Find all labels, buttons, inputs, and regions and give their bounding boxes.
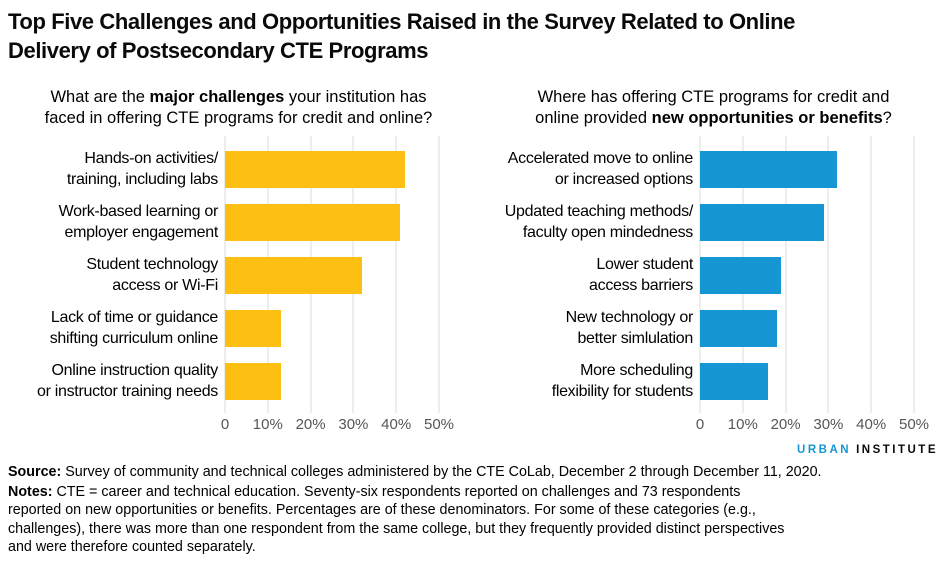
bars [225, 143, 439, 408]
subtitle-emphasis: major challenges [149, 88, 285, 107]
chart-subtitle: What are the major challenges your insti… [10, 87, 467, 131]
gridline [785, 136, 787, 414]
gridline [827, 136, 829, 414]
x-axis-tick-label: 30% [813, 416, 844, 434]
bar [700, 363, 769, 401]
bar [700, 310, 778, 348]
source-label: Source: [8, 464, 62, 481]
axis-spacer [10, 416, 225, 436]
x-axis: 0 10% 20% 30% 40% 50% [485, 416, 942, 436]
plot-area: Accelerated move to online or increased … [485, 136, 942, 414]
x-axis-tick-label: 20% [770, 416, 801, 434]
x-axis-ticks: 0 10% 20% 30% 40% 50% [221, 416, 454, 436]
x-axis-tick-label: 0 [695, 416, 705, 434]
bar-row [225, 302, 439, 355]
x-axis-tick-label: 40% [381, 416, 412, 434]
bars [700, 143, 914, 408]
bar [700, 151, 837, 189]
plot [224, 136, 440, 414]
bar-row [225, 249, 439, 302]
bar [700, 204, 825, 242]
subtitle-text: ? [882, 109, 892, 128]
charts-container: What are the major challenges your insti… [0, 87, 952, 436]
opportunities-chart: Where has offering CTE programs for cred… [485, 87, 942, 436]
challenges-chart: What are the major challenges your insti… [10, 87, 467, 436]
bar-row [700, 249, 914, 302]
figure-title: Top Five Challenges and Opportunities Ra… [8, 9, 795, 63]
subtitle-text: your institution has faced in offering C… [44, 88, 433, 128]
urban-institute-logo: URBAN INSTITUTE [797, 444, 938, 456]
plot [699, 136, 915, 414]
bar [225, 204, 401, 242]
gridline [395, 136, 397, 414]
category-label: Online instruction quality or instructor… [36, 361, 218, 400]
category-label: Hands-on activities/ training, including… [66, 149, 218, 188]
category-label: Lack of time or guidance shifting curric… [49, 308, 219, 347]
bar [700, 257, 782, 295]
bar-row [700, 196, 914, 249]
plot-area: Hands-on activities/ training, including… [10, 136, 467, 414]
logo-row: URBAN INSTITUTE [0, 436, 952, 456]
x-axis-tick-label: 20% [295, 416, 326, 434]
x-axis-tick-label: 40% [856, 416, 887, 434]
logo-institute-text: INSTITUTE [856, 444, 938, 457]
x-axis-tick-label: 30% [338, 416, 369, 434]
bar [225, 257, 362, 295]
subtitle-text: Where has offering CTE programs for cred… [535, 88, 890, 128]
category-label: Work-based learning or employer engageme… [58, 202, 219, 241]
category-labels: Hands-on activities/ training, including… [10, 143, 225, 408]
bar-row [225, 143, 439, 196]
notes-text: CTE = career and technical education. Se… [8, 483, 785, 556]
bar-row [700, 302, 914, 355]
x-axis: 0 10% 20% 30% 40% 50% [10, 416, 467, 436]
x-axis-tick-label: 10% [252, 416, 283, 434]
bar [225, 151, 405, 189]
category-label: Accelerated move to online or increased … [507, 149, 694, 188]
bar-row [700, 143, 914, 196]
logo-urban-text: URBAN [797, 444, 852, 457]
x-axis-tick-label: 50% [898, 416, 930, 434]
x-axis-tick-label: 0 [220, 416, 230, 434]
x-axis-tick-label: 50% [423, 416, 455, 434]
x-axis-tick-label: 10% [727, 416, 758, 434]
bar-row [700, 355, 914, 408]
category-label: Lower student access barriers [589, 255, 693, 294]
source-text: Survey of community and technical colleg… [65, 464, 822, 481]
footer: Source: Survey of community and technical… [0, 456, 952, 557]
category-label: More scheduling flexibility for students [551, 361, 694, 400]
category-labels: Accelerated move to online or increased … [485, 143, 700, 408]
notes-note: Notes: CTE = career and technical educati… [8, 483, 942, 557]
bar-row [225, 196, 439, 249]
category-label: Student technology access or Wi-Fi [86, 255, 218, 294]
category-label: Updated teaching methods/ faculty open m… [504, 202, 694, 241]
gridline [438, 136, 440, 414]
subtitle-text: What are the [50, 88, 150, 107]
bar [225, 310, 281, 348]
source-note: Source: Survey of community and technical… [8, 463, 942, 482]
axis-spacer [485, 416, 700, 436]
category-label: New technology or better simlulation [565, 308, 694, 347]
gridline [870, 136, 872, 414]
bar-row [225, 355, 439, 408]
gridline [913, 136, 915, 414]
x-axis-ticks: 0 10% 20% 30% 40% 50% [696, 416, 929, 436]
subtitle-emphasis: new opportunities or benefits [651, 109, 883, 128]
chart-subtitle: Where has offering CTE programs for cred… [485, 87, 942, 131]
bar [225, 363, 281, 401]
notes-label: Notes: [8, 483, 53, 500]
